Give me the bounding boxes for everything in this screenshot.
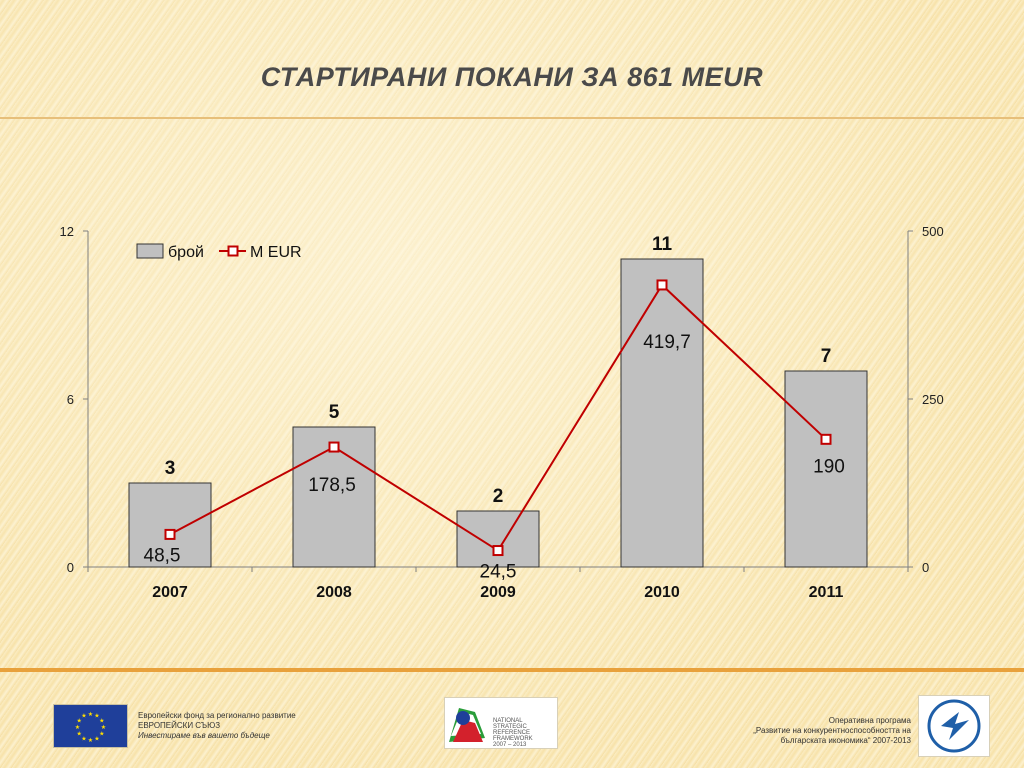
line-data-label: 178,5 <box>308 475 356 496</box>
eu-star: ★ <box>99 718 104 725</box>
footer-left-line-3: Инвестираме във вашето бъдеще <box>138 731 270 740</box>
footer-right: Оперативна програма „Развитие на конкуре… <box>690 716 911 746</box>
x-axis-category-label: 2011 <box>809 584 844 601</box>
right-axis-tick-label: 500 <box>922 224 944 239</box>
bar-data-label: 3 <box>165 458 176 479</box>
nsrf-line-3: REFERENCE FRAMEWORK <box>493 730 533 742</box>
bar <box>128 482 212 568</box>
footer-left-line-1: Европейски фонд за регионално развитие <box>138 711 296 720</box>
slide-title: СТАРТИРАНИ ПОКАНИ ЗА 861 MEUR <box>260 62 764 92</box>
line-point <box>820 433 832 445</box>
bar-data-label: 7 <box>821 346 832 367</box>
line-data-label: 48,5 <box>144 545 181 566</box>
eu-star: ★ <box>94 713 99 720</box>
footer-right-line-2: „Развитие на конкурентноспособността на <box>753 726 911 735</box>
legend-bar-swatch <box>136 243 164 259</box>
eu-star: ★ <box>77 731 82 738</box>
bar-data-label: 5 <box>329 402 340 423</box>
legend-line-label: M EUR <box>250 244 302 261</box>
nsrf-line-1: NATIONAL <box>493 718 523 724</box>
bar-data-label: 2 <box>493 486 504 507</box>
line-point <box>328 441 340 453</box>
eu-star: ★ <box>88 737 93 744</box>
bar-data-label: 11 <box>652 234 673 255</box>
eu-star: ★ <box>77 718 82 725</box>
competitiveness-logo <box>918 695 990 757</box>
x-axis-category-label: 2010 <box>644 584 680 601</box>
nsrf-logo: NATIONAL STRATEGIC REFERENCE FRAMEWORK 2… <box>444 697 558 749</box>
line-data-label: 24,5 <box>480 562 517 583</box>
x-axis-category-label: 2008 <box>316 584 352 601</box>
left-axis-tick-label: 12 <box>60 224 74 239</box>
x-axis-category-label: 2009 <box>480 584 516 601</box>
left-axis-tick-label: 6 <box>67 392 74 407</box>
eu-star: ★ <box>99 731 104 738</box>
line-data-label: 190 <box>813 456 845 477</box>
footer-left-line-2: ЕВРОПЕЙСКИ СЪЮЗ <box>138 721 221 730</box>
right-axis-tick-label: 250 <box>922 392 944 407</box>
footer-right-line-1: Оперативна програма <box>828 716 911 725</box>
eu-star: ★ <box>81 713 86 720</box>
x-axis-category-label: 2007 <box>152 584 188 601</box>
bar <box>456 510 540 568</box>
footer-rule <box>0 668 1024 672</box>
footer-left: Европейски фонд за регионално развитие Е… <box>138 711 296 741</box>
line-point <box>656 279 668 291</box>
eu-star: ★ <box>81 735 86 742</box>
legend-line-marker <box>227 245 239 257</box>
legend-bar-label: брой <box>168 244 204 261</box>
eu-star: ★ <box>88 711 93 718</box>
footer-right-line-3: българската икономика“ 2007-2013 <box>780 736 911 745</box>
bar <box>784 370 868 568</box>
title-rule <box>0 117 1024 119</box>
eu-flag-logo: ★ ★ ★ ★ ★ ★ ★ ★ ★ ★ ★ ★ <box>53 704 128 748</box>
line-point <box>492 545 504 557</box>
eu-star: ★ <box>94 735 99 742</box>
eu-star: ★ <box>75 724 80 731</box>
eu-star: ★ <box>101 724 106 731</box>
right-axis-tick-label: 0 <box>922 560 929 575</box>
nsrf-line-2: STRATEGIC <box>493 724 527 730</box>
bar <box>620 258 704 568</box>
left-axis-tick-label: 0 <box>67 560 74 575</box>
nsrf-line-4: 2007 – 2013 <box>493 742 527 748</box>
line-data-label: 419,7 <box>643 332 691 353</box>
line-point <box>164 528 176 540</box>
